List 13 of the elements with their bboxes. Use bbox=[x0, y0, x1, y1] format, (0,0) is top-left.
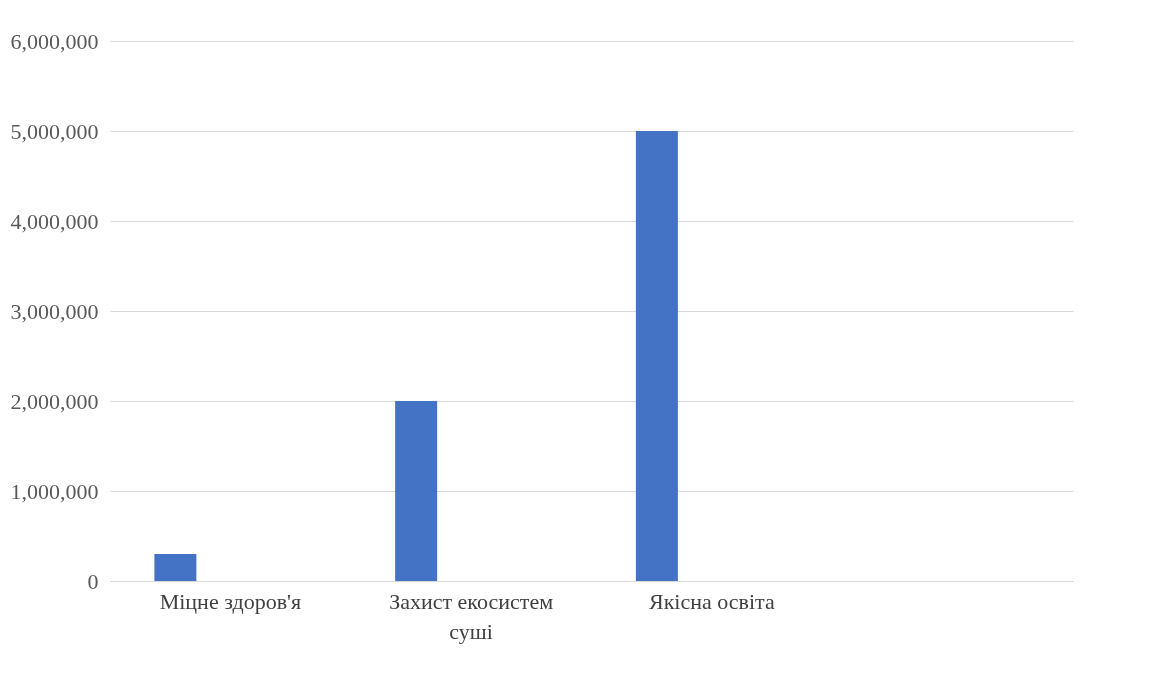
x-tick-label: Якісна освіта bbox=[649, 588, 775, 614]
bar bbox=[154, 554, 197, 581]
y-tick-label: 4,000,000 bbox=[10, 208, 99, 234]
y-tick-label: 2,000,000 bbox=[10, 388, 99, 414]
y-tick-label: 5,000,000 bbox=[10, 118, 99, 144]
x-tick-label: Захист екосистем суші bbox=[389, 588, 554, 644]
bar bbox=[395, 401, 438, 581]
bar bbox=[635, 131, 678, 581]
y-tick-label: 6,000,000 bbox=[10, 28, 99, 54]
y-tick-label: 3,000,000 bbox=[10, 298, 99, 324]
y-tick-label: 1,000,000 bbox=[10, 478, 99, 504]
y-tick-label: 0 bbox=[87, 568, 99, 594]
x-tick-label: Міцне здоров'я bbox=[159, 588, 302, 614]
